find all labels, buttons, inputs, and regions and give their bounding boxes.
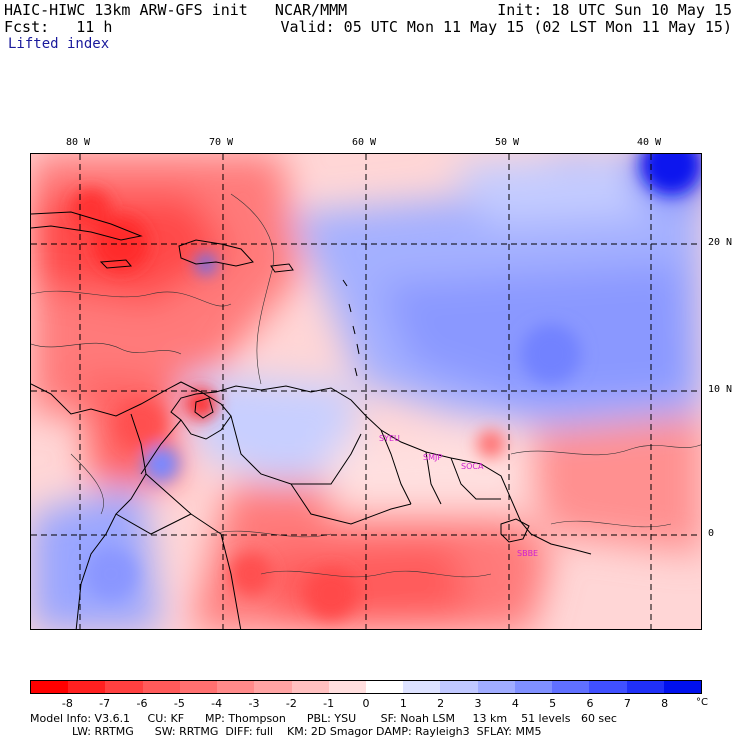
map-canvas: SYEU SMJP SOCA SBBE	[31, 154, 701, 629]
contour-lines	[31, 193, 701, 578]
colorbar-segment	[68, 681, 106, 693]
colorbar-segment	[217, 681, 255, 693]
model-info-line2: LW: RRTMG SW: RRTMG DIFF: full KM: 2D Sm…	[30, 725, 542, 738]
lon-label-40w: 40 W	[637, 137, 662, 148]
colorbar-segment	[514, 681, 553, 693]
station-markers: SYEU SMJP SOCA SBBE	[379, 434, 538, 558]
colorbar-tick-label: -1	[323, 697, 335, 710]
lifted-index-map: SYEU SMJP SOCA SBBE	[30, 153, 702, 630]
colorbar-segment	[31, 681, 69, 693]
station-label-smjp: SMJP	[423, 453, 442, 462]
colorbar-segment	[142, 681, 180, 693]
colorbar-tick-label: 5	[549, 697, 557, 710]
colorbar-tick-label: 2	[437, 697, 445, 710]
colorbar-tick-label: 0	[362, 697, 370, 710]
lon-label-80w: 80 W	[66, 137, 91, 148]
lon-label-60w: 60 W	[352, 137, 377, 148]
colorbar-segment	[663, 681, 701, 693]
colorbar-segment	[477, 681, 515, 693]
colorbar-segment	[552, 681, 590, 693]
valid-time: Valid: 05 UTC Mon 11 May 15 (02 LST Mon …	[280, 18, 732, 36]
lat-label-10n: 10 N	[708, 384, 733, 395]
init-time: Init: 18 UTC Sun 10 May 15	[497, 1, 732, 19]
colorbar-segment	[589, 681, 627, 693]
colorbar-segment	[626, 681, 664, 693]
colorbar-unit: °C	[696, 697, 708, 708]
colorbar-segment	[328, 681, 366, 693]
colorbar-tick-label: -7	[99, 697, 111, 710]
field-name: Lifted index	[8, 36, 110, 52]
model-info-line1: Model Info: V3.6.1 CU: KF MP: Thompson P…	[30, 712, 617, 725]
station-label-sbbe: SBBE	[517, 549, 538, 558]
lat-label-0: 0	[708, 528, 715, 539]
colorbar-tick-label: -3	[248, 697, 260, 710]
coastlines	[31, 211, 592, 629]
colorbar-segment	[105, 681, 143, 693]
colorbar-segment	[365, 681, 404, 693]
colorbar	[30, 680, 702, 694]
station-label-soca: SOCA	[461, 462, 484, 471]
colorbar-tick-label: 7	[623, 697, 631, 710]
colorbar-segment	[440, 681, 478, 693]
colorbar-tick-label: -2	[285, 697, 297, 710]
colorbar-tick-label: 3	[474, 697, 482, 710]
colorbar-segment	[254, 681, 292, 693]
colorbar-tick-label: 4	[511, 697, 519, 710]
colorbar-tick-label: -6	[136, 697, 148, 710]
colorbar-tick-label: 6	[586, 697, 594, 710]
forecast-hour: Fcst: 11 h	[4, 18, 113, 36]
station-label-syeu: SYEU	[379, 434, 400, 443]
colorbar-tick-label: -5	[173, 697, 185, 710]
colorbar-segment	[403, 681, 441, 693]
model-title: HAIC-HIWC 13km ARW-GFS init NCAR/MMM	[4, 1, 348, 19]
colorbar-segment	[291, 681, 329, 693]
lon-label-50w: 50 W	[495, 137, 520, 148]
colorbar-tick-label: 8	[661, 697, 669, 710]
colorbar-tick-label: -8	[61, 697, 73, 710]
lon-label-70w: 70 W	[209, 137, 234, 148]
lat-label-20n: 20 N	[708, 237, 733, 248]
colorbar-tick-label: -4	[211, 697, 223, 710]
lat-lon-grid	[31, 154, 701, 629]
colorbar-tick-label: 1	[399, 697, 407, 710]
colorbar-segment	[179, 681, 218, 693]
